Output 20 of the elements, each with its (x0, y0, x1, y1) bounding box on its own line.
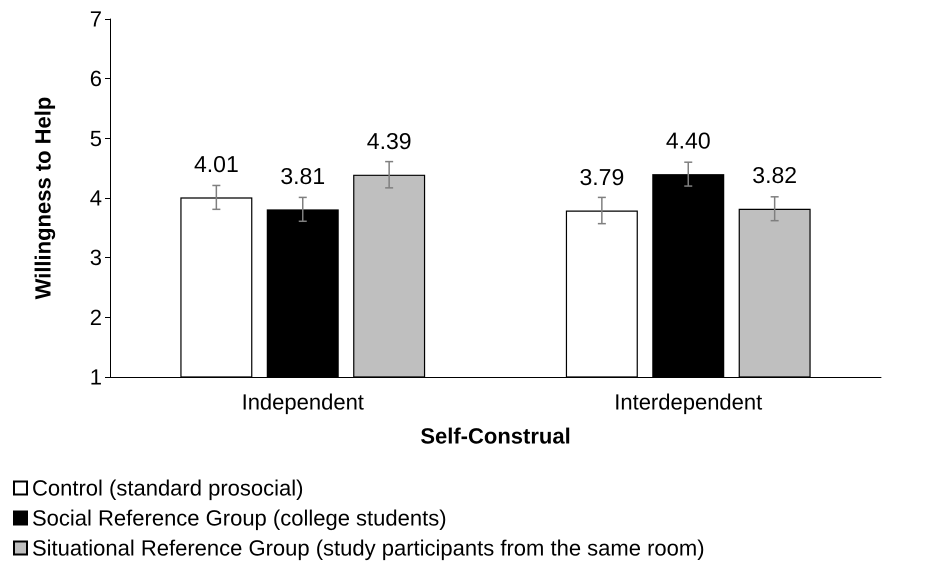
data-label: 4.40 (666, 128, 711, 154)
data-label: 4.39 (366, 128, 412, 154)
x-tick-label: Interdependent (614, 390, 762, 414)
y-tick-label: 1 (90, 364, 102, 390)
legend-label: Control (standard prosocial) (32, 476, 304, 500)
legend-label: Situational Reference Group (study participants from the same room) (32, 536, 705, 560)
y-tick-label: 5 (90, 126, 102, 151)
data-label: 3.79 (579, 164, 624, 190)
y-tick-label: 3 (90, 245, 102, 270)
y-tick-label: 6 (90, 66, 102, 92)
data-label: 3.82 (752, 162, 798, 188)
y-axis-title: Willingness to Help (30, 96, 56, 300)
legend-label: Social Reference Group (college students) (32, 506, 447, 530)
x-axis-title: Self-Construal (420, 424, 571, 448)
x-tick-label: Independent (242, 390, 364, 414)
y-tick-label: 2 (90, 304, 102, 330)
y-tick-label: 4 (90, 186, 102, 210)
data-label: 3.81 (280, 162, 326, 189)
y-tick-label: 7 (90, 6, 102, 32)
data-label: 4.01 (194, 150, 239, 177)
